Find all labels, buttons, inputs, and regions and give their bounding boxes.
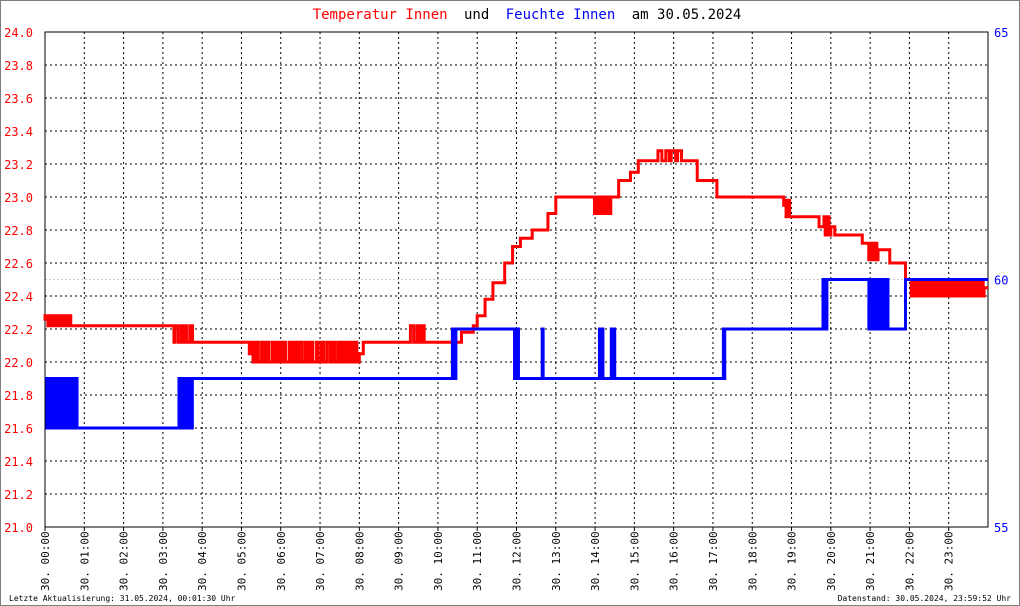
y-right-tick-label: 55 bbox=[994, 521, 1008, 535]
y-left-tick-label: 23.8 bbox=[4, 59, 33, 73]
x-tick-label: 30. 15:00 bbox=[628, 531, 641, 591]
x-tick-label: 30. 21:00 bbox=[864, 531, 877, 591]
y-right-tick-label: 60 bbox=[994, 274, 1008, 288]
y-left-tick-label: 21.6 bbox=[4, 422, 33, 436]
x-tick-label: 30. 04:00 bbox=[196, 531, 209, 591]
x-tick-label: 30. 13:00 bbox=[550, 531, 563, 591]
y-left-tick-label: 23.6 bbox=[4, 92, 33, 106]
y-left-tick-label: 21.2 bbox=[4, 488, 33, 502]
y-left-tick-label: 21.8 bbox=[4, 389, 33, 403]
data-status-text: Datenstand: 30.05.2024, 23:59:52 Uhr bbox=[837, 594, 1011, 603]
x-tick-label: 30. 01:00 bbox=[78, 531, 91, 591]
x-tick-label: 30. 06:00 bbox=[275, 531, 288, 591]
title-humidity: Feuchte Innen bbox=[506, 7, 616, 23]
x-tick-label: 30. 02:00 bbox=[118, 531, 131, 591]
x-tick-label: 30. 05:00 bbox=[235, 531, 248, 591]
y-left-tick-label: 21.4 bbox=[4, 455, 33, 469]
x-tick-label: 30. 14:00 bbox=[589, 531, 602, 591]
tick-labels: 21.0 21.2 21.4 21.6 21.8 22.0 22.2 22.4 22.6 22.8… bbox=[4, 26, 1008, 591]
x-tick-label: 30. 17:00 bbox=[707, 531, 720, 591]
y-left-tick-label: 21.0 bbox=[4, 521, 33, 535]
y-left-tick-label: 23.4 bbox=[4, 125, 33, 139]
temperature-line bbox=[43, 149, 988, 364]
title-date: am 30.05.2024 bbox=[632, 7, 742, 23]
y-left-tick-label: 24.0 bbox=[4, 26, 33, 40]
axes bbox=[44, 31, 989, 531]
last-update-text: Letzte Aktualisierung: 31.05.2024, 00:01… bbox=[9, 594, 236, 603]
y-left-tick-label: 22.0 bbox=[4, 356, 33, 370]
y-left-tick-label: 22.6 bbox=[4, 257, 33, 271]
y-left-tick-label: 23.0 bbox=[4, 191, 33, 205]
x-tick-label: 30. 08:00 bbox=[353, 531, 366, 591]
x-tick-label: 30. 07:00 bbox=[314, 531, 327, 591]
x-tick-label: 30. 19:00 bbox=[786, 531, 799, 591]
x-tick-label: 30. 03:00 bbox=[157, 531, 170, 591]
series-group bbox=[43, 149, 988, 430]
x-tick-label: 30. 11:00 bbox=[471, 531, 484, 591]
x-tick-label: 30. 22:00 bbox=[903, 531, 916, 591]
y-left-tick-label: 22.8 bbox=[4, 224, 33, 238]
x-tick-label: 30. 10:00 bbox=[432, 531, 445, 591]
x-tick-label: 30. 23:00 bbox=[943, 531, 956, 591]
humidity-line bbox=[45, 278, 988, 430]
y-right-tick-label: 65 bbox=[994, 26, 1008, 40]
x-tick-label: 30. 09:00 bbox=[393, 531, 406, 591]
x-tick-label: 30. 12:00 bbox=[511, 531, 524, 591]
x-tick-label: 30. 00:00 bbox=[39, 531, 52, 591]
title-und: und bbox=[464, 7, 489, 23]
chart-title: Temperatur Innen und Feuchte Innen am 30… bbox=[313, 7, 742, 23]
title-temperature: Temperatur Innen bbox=[313, 7, 448, 23]
y-left-tick-label: 23.2 bbox=[4, 158, 33, 172]
x-tick-label: 30. 20:00 bbox=[825, 531, 838, 591]
x-tick-label: 30. 18:00 bbox=[746, 531, 759, 591]
x-tick-label: 30. 16:00 bbox=[668, 531, 681, 591]
y-left-tick-label: 22.4 bbox=[4, 290, 33, 304]
y-left-tick-label: 22.2 bbox=[4, 323, 33, 337]
